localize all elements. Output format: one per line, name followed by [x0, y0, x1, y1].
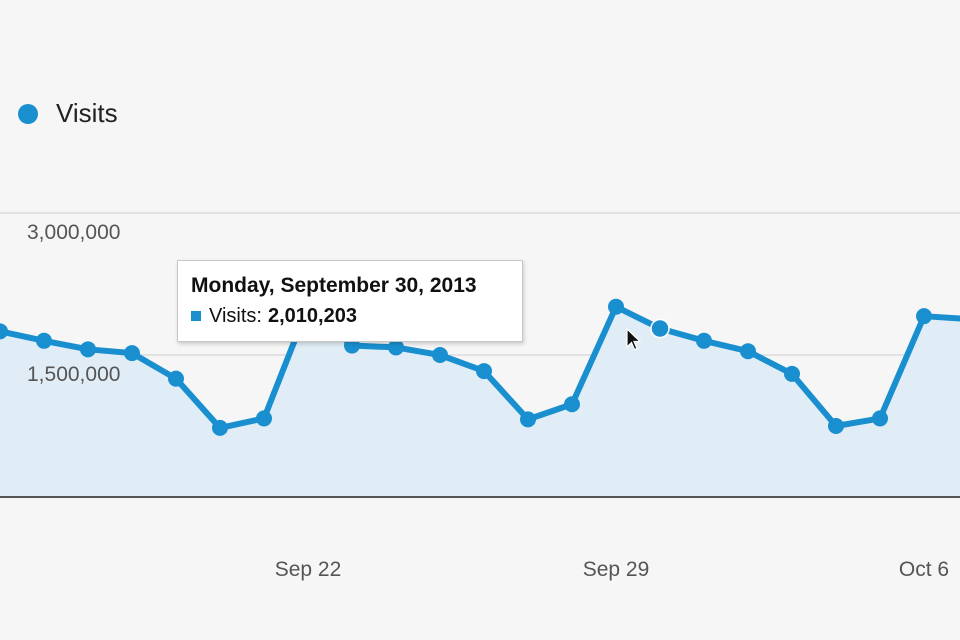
- x-tick-label-2: Oct 6: [899, 558, 949, 581]
- data-point-2013-09-30[interactable]: [650, 318, 670, 339]
- data-point-2013-09-18[interactable]: [124, 345, 140, 362]
- visits-area-fill: [0, 306, 960, 497]
- data-point-2013-09-24[interactable]: [388, 339, 404, 356]
- data-point-2013-10-05[interactable]: [872, 410, 888, 427]
- mouse-pointer-icon: [626, 328, 642, 351]
- y-axis-tick-labels: 3,000,000 1,500,000: [27, 221, 120, 386]
- y-tick-label-1: 1,500,000: [27, 363, 120, 386]
- y-tick-label-0: 3,000,000: [27, 221, 120, 244]
- data-point-2013-09-25[interactable]: [432, 347, 448, 363]
- data-point-2013-10-04[interactable]: [828, 418, 844, 434]
- data-point-2013-10-01[interactable]: [696, 332, 712, 349]
- tooltip-series-row: Visits: 2,010,203: [191, 301, 509, 331]
- data-point-2013-09-15[interactable]: [0, 323, 8, 340]
- data-point-2013-10-02[interactable]: [740, 343, 756, 360]
- data-point-2013-09-17[interactable]: [80, 341, 96, 358]
- data-point-2013-09-28[interactable]: [564, 396, 580, 413]
- tooltip-series-label: Visits:: [209, 305, 262, 327]
- data-point-tooltip: Monday, September 30, 2013 Visits: 2,010…: [177, 260, 523, 342]
- x-axis-tick-labels: Sep 22 Sep 29 Oct 6: [275, 558, 949, 581]
- tooltip-value: 2,010,203: [267, 305, 357, 327]
- data-point-2013-09-29[interactable]: [608, 298, 624, 315]
- x-tick-label-0: Sep 22: [275, 558, 342, 581]
- data-point-2013-10-03[interactable]: [784, 365, 800, 382]
- data-point-2013-09-26[interactable]: [476, 363, 492, 380]
- legend-series-dot-icon: [18, 103, 38, 124]
- data-point-2013-09-19[interactable]: [168, 370, 184, 387]
- chart-legend[interactable]: Visits: [18, 98, 118, 129]
- data-point-2013-10-06[interactable]: [916, 308, 932, 325]
- tooltip-series-swatch-icon: [191, 311, 201, 321]
- x-tick-label-1: Sep 29: [583, 558, 650, 581]
- data-point-2013-09-16[interactable]: [36, 332, 52, 349]
- tooltip-date: Monday, September 30, 2013: [191, 274, 477, 297]
- data-point-2013-09-20[interactable]: [212, 419, 228, 436]
- data-point-2013-09-21[interactable]: [256, 410, 272, 427]
- legend-series-label: Visits: [56, 98, 118, 128]
- data-point-2013-09-27[interactable]: [520, 411, 536, 428]
- chart-gridlines: [0, 212, 960, 356]
